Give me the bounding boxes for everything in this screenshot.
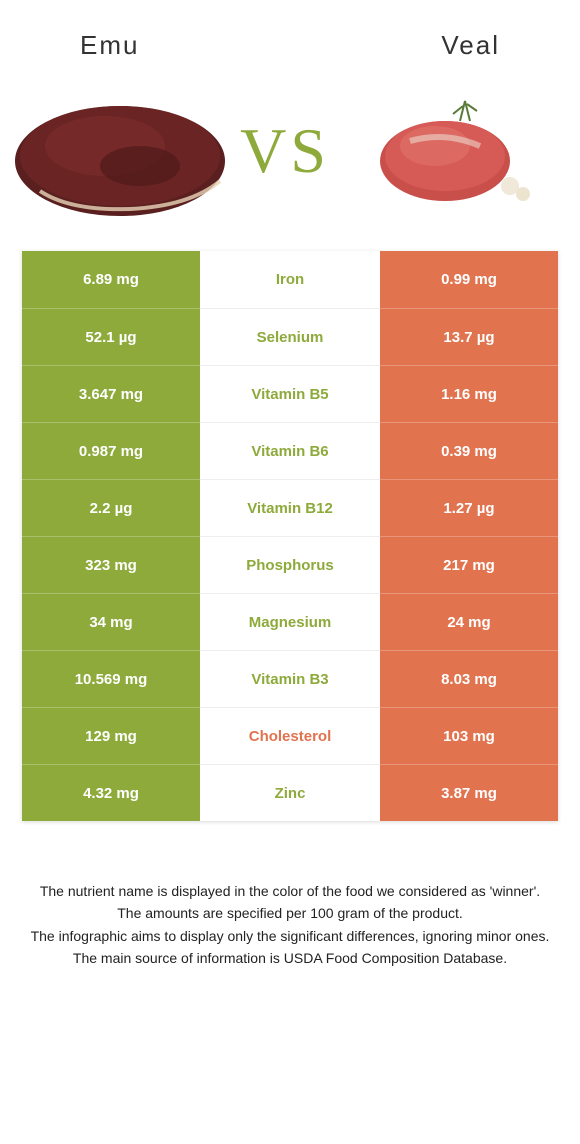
cell-nutrient-name: Vitamin B5 — [200, 365, 380, 422]
header: Emu Veal — [0, 0, 580, 71]
cell-left-value: 323 mg — [22, 536, 200, 593]
cell-left-value: 129 mg — [22, 707, 200, 764]
cell-right-value: 1.16 mg — [380, 365, 558, 422]
cell-nutrient-name: Iron — [200, 251, 380, 308]
table-row: 2.2 µgVitamin B121.27 µg — [22, 479, 558, 536]
footnotes: The nutrient name is displayed in the co… — [22, 881, 558, 968]
cell-nutrient-name: Phosphorus — [200, 536, 380, 593]
cell-left-value: 4.32 mg — [22, 764, 200, 821]
cell-right-value: 8.03 mg — [380, 650, 558, 707]
cell-right-value: 0.99 mg — [380, 251, 558, 308]
cell-nutrient-name: Zinc — [200, 764, 380, 821]
cell-right-value: 0.39 mg — [380, 422, 558, 479]
cell-left-value: 52.1 µg — [22, 308, 200, 365]
table-row: 4.32 mgZinc3.87 mg — [22, 764, 558, 821]
cell-right-value: 1.27 µg — [380, 479, 558, 536]
table-row: 323 mgPhosphorus217 mg — [22, 536, 558, 593]
images-row: VS — [0, 71, 580, 251]
table-row: 3.647 mgVitamin B51.16 mg — [22, 365, 558, 422]
cell-nutrient-name: Vitamin B12 — [200, 479, 380, 536]
footnote-line: The nutrient name is displayed in the co… — [22, 881, 558, 901]
cell-right-value: 103 mg — [380, 707, 558, 764]
cell-left-value: 34 mg — [22, 593, 200, 650]
footnote-line: The infographic aims to display only the… — [22, 926, 558, 946]
nutrient-table: 6.89 mgIron0.99 mg52.1 µgSelenium13.7 µg… — [22, 251, 558, 821]
table-row: 6.89 mgIron0.99 mg — [22, 251, 558, 308]
title-right: Veal — [441, 30, 500, 61]
cell-nutrient-name: Selenium — [200, 308, 380, 365]
cell-nutrient-name: Vitamin B6 — [200, 422, 380, 479]
cell-right-value: 3.87 mg — [380, 764, 558, 821]
cell-left-value: 0.987 mg — [22, 422, 200, 479]
cell-left-value: 3.647 mg — [22, 365, 200, 422]
table-row: 52.1 µgSelenium13.7 µg — [22, 308, 558, 365]
emu-meat-image — [10, 81, 230, 221]
cell-right-value: 24 mg — [380, 593, 558, 650]
table-row: 129 mgCholesterol103 mg — [22, 707, 558, 764]
cell-left-value: 2.2 µg — [22, 479, 200, 536]
cell-right-value: 13.7 µg — [380, 308, 558, 365]
vs-text: VS — [240, 114, 330, 188]
veal-meat-image — [340, 81, 560, 221]
title-left: Emu — [80, 30, 139, 61]
cell-right-value: 217 mg — [380, 536, 558, 593]
cell-nutrient-name: Magnesium — [200, 593, 380, 650]
cell-nutrient-name: Cholesterol — [200, 707, 380, 764]
table-row: 0.987 mgVitamin B60.39 mg — [22, 422, 558, 479]
footnote-line: The main source of information is USDA F… — [22, 948, 558, 968]
cell-left-value: 10.569 mg — [22, 650, 200, 707]
footnote-line: The amounts are specified per 100 gram o… — [22, 903, 558, 923]
cell-nutrient-name: Vitamin B3 — [200, 650, 380, 707]
cell-left-value: 6.89 mg — [22, 251, 200, 308]
table-row: 34 mgMagnesium24 mg — [22, 593, 558, 650]
table-row: 10.569 mgVitamin B38.03 mg — [22, 650, 558, 707]
